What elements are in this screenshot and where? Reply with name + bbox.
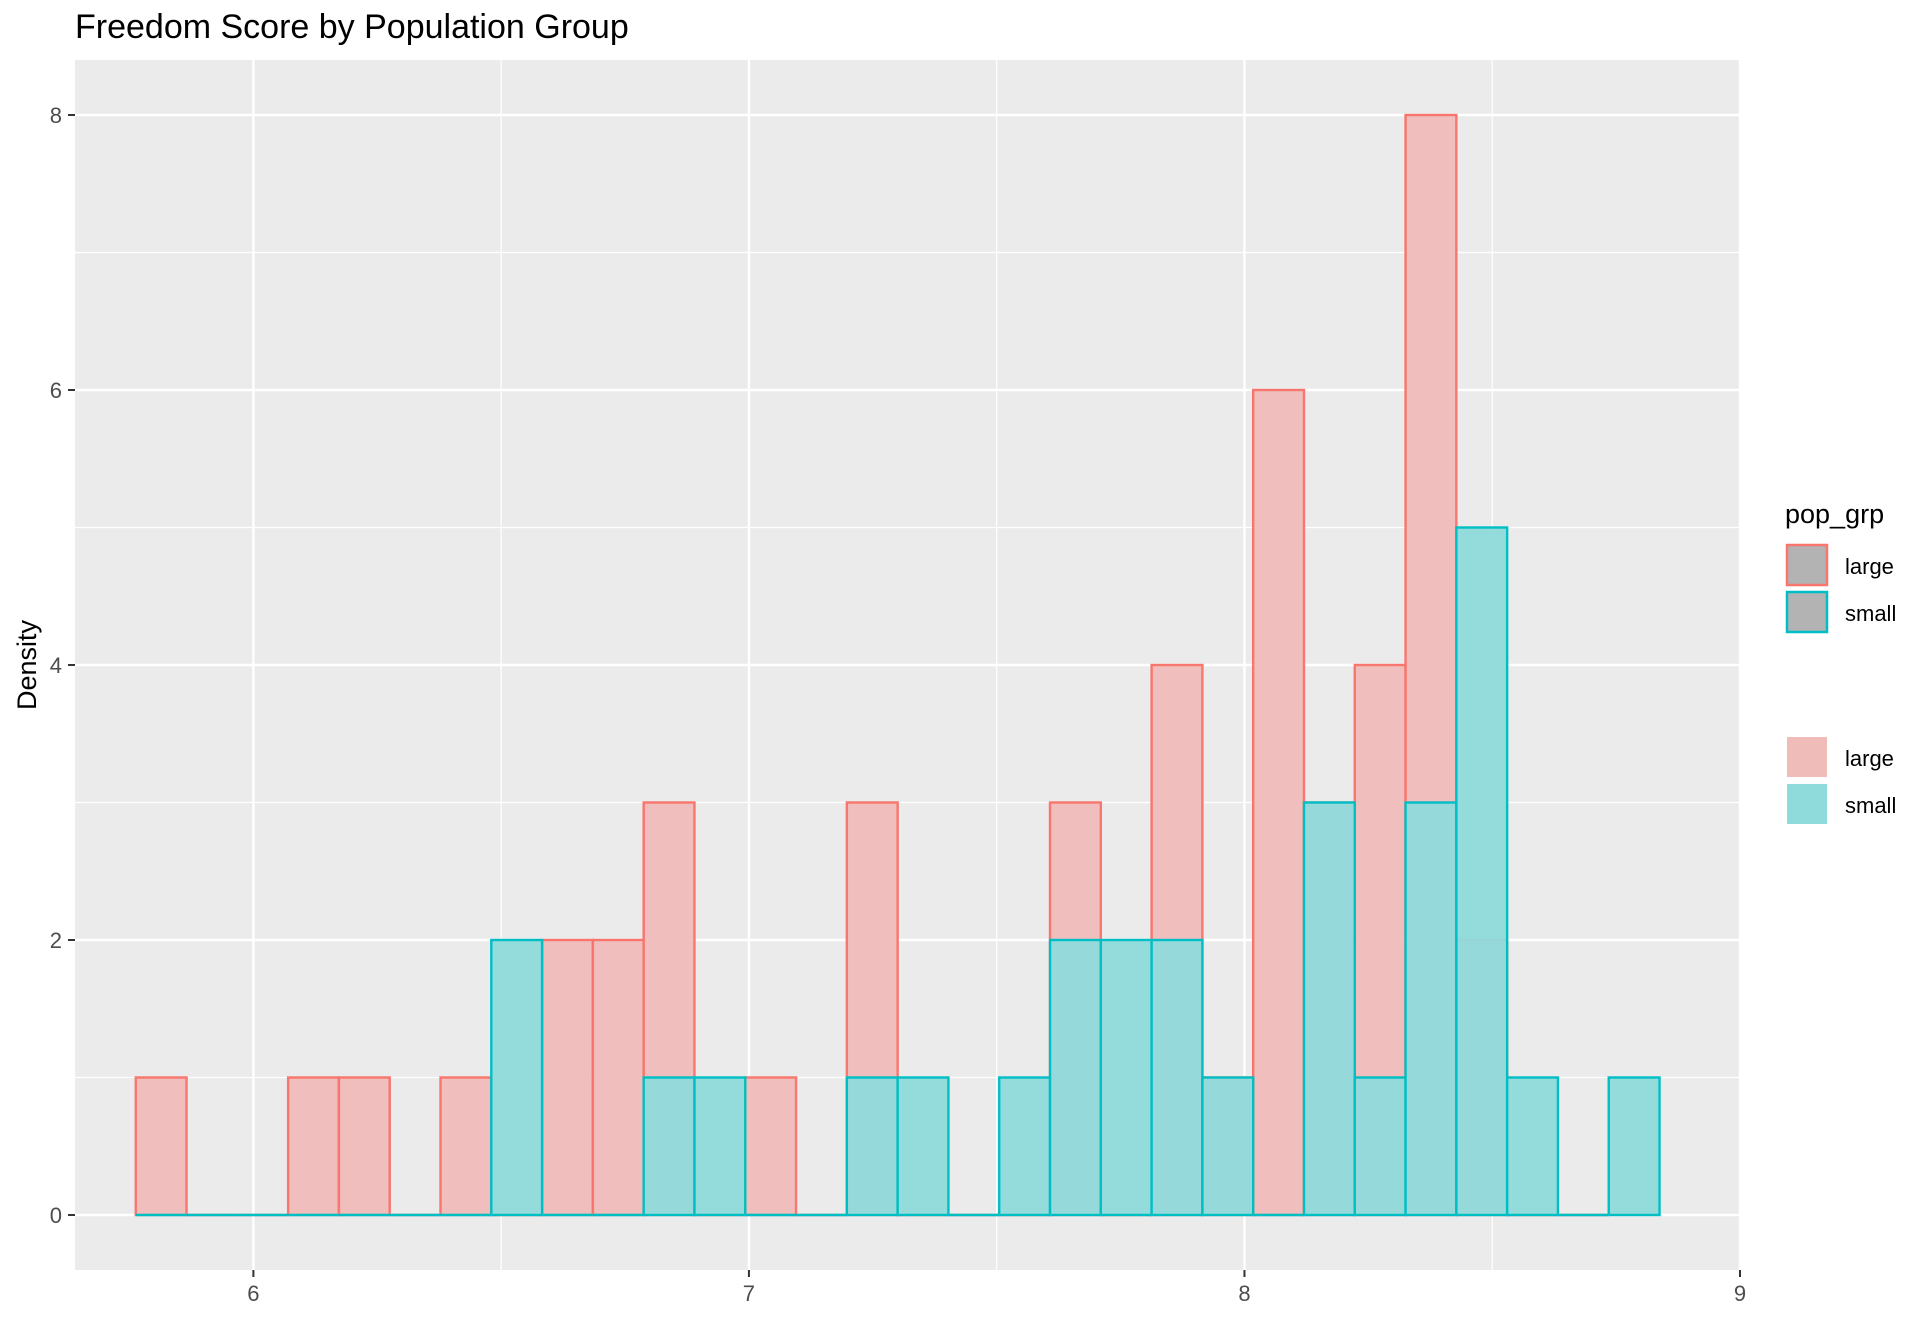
y-axis: 0 2 4 6 8	[50, 103, 75, 1228]
legend-item-large-fill: large	[1787, 737, 1894, 777]
legend-label-small-color: small	[1845, 601, 1896, 626]
y-tick-label: 0	[50, 1203, 62, 1228]
large-bar	[286, 1076, 341, 1217]
legend-title: pop_grp	[1785, 499, 1884, 529]
legend: pop_grp large small large small	[1785, 499, 1896, 824]
large-bar	[1251, 388, 1306, 1217]
legend-item-small-fill: small	[1787, 784, 1896, 824]
large-bar	[134, 1076, 188, 1217]
major-gridlines	[75, 60, 1742, 1270]
small-bar	[490, 938, 544, 1217]
small-bar	[1201, 1076, 1255, 1217]
small-bar	[1099, 938, 1153, 1217]
small-bar	[998, 1076, 1052, 1217]
x-tick-label: 7	[743, 1281, 755, 1306]
small-bar	[896, 1076, 950, 1217]
y-tick-label: 4	[50, 653, 62, 678]
large-bar	[540, 938, 595, 1217]
legend-key-small-color	[1785, 590, 1829, 634]
legend-item-large-color: large	[1785, 543, 1894, 587]
small-bar	[1302, 801, 1356, 1217]
y-tick-label: 2	[50, 928, 62, 953]
large-bar	[744, 1076, 798, 1217]
legend-label-large-color: large	[1845, 554, 1894, 579]
large-bar	[591, 938, 645, 1217]
small-bar	[1607, 1076, 1661, 1217]
legend-label-large-fill: large	[1845, 746, 1894, 771]
large-bar	[337, 1076, 391, 1217]
chart-title: Freedom Score by Population Group	[75, 8, 629, 46]
small-bar	[1150, 938, 1204, 1217]
legend-key-large-color	[1785, 543, 1829, 587]
y-tick-label: 6	[50, 378, 62, 403]
small-bar	[693, 1076, 747, 1217]
small-bar	[1505, 1076, 1560, 1217]
x-tick-label: 6	[247, 1281, 259, 1306]
y-tick-label: 8	[50, 103, 62, 128]
x-tick-label: 9	[1734, 1281, 1746, 1306]
y-axis-title: Density	[12, 619, 42, 710]
small-bar	[642, 1076, 696, 1217]
small-bar	[1404, 801, 1458, 1217]
legend-item-small-color: small	[1785, 590, 1896, 634]
legend-key-large-fill	[1787, 737, 1827, 777]
series-small	[135, 526, 1661, 1217]
legend-key-small-fill	[1787, 784, 1827, 824]
legend-label-small-fill: small	[1845, 793, 1896, 818]
small-bar	[1353, 1076, 1407, 1217]
x-tick-label: 8	[1238, 1281, 1250, 1306]
small-bar	[845, 1076, 899, 1217]
small-bar	[1455, 526, 1509, 1217]
large-bar	[439, 1076, 493, 1217]
x-axis: 6 7 8 9	[247, 1270, 1746, 1306]
small-bar	[1048, 938, 1103, 1217]
